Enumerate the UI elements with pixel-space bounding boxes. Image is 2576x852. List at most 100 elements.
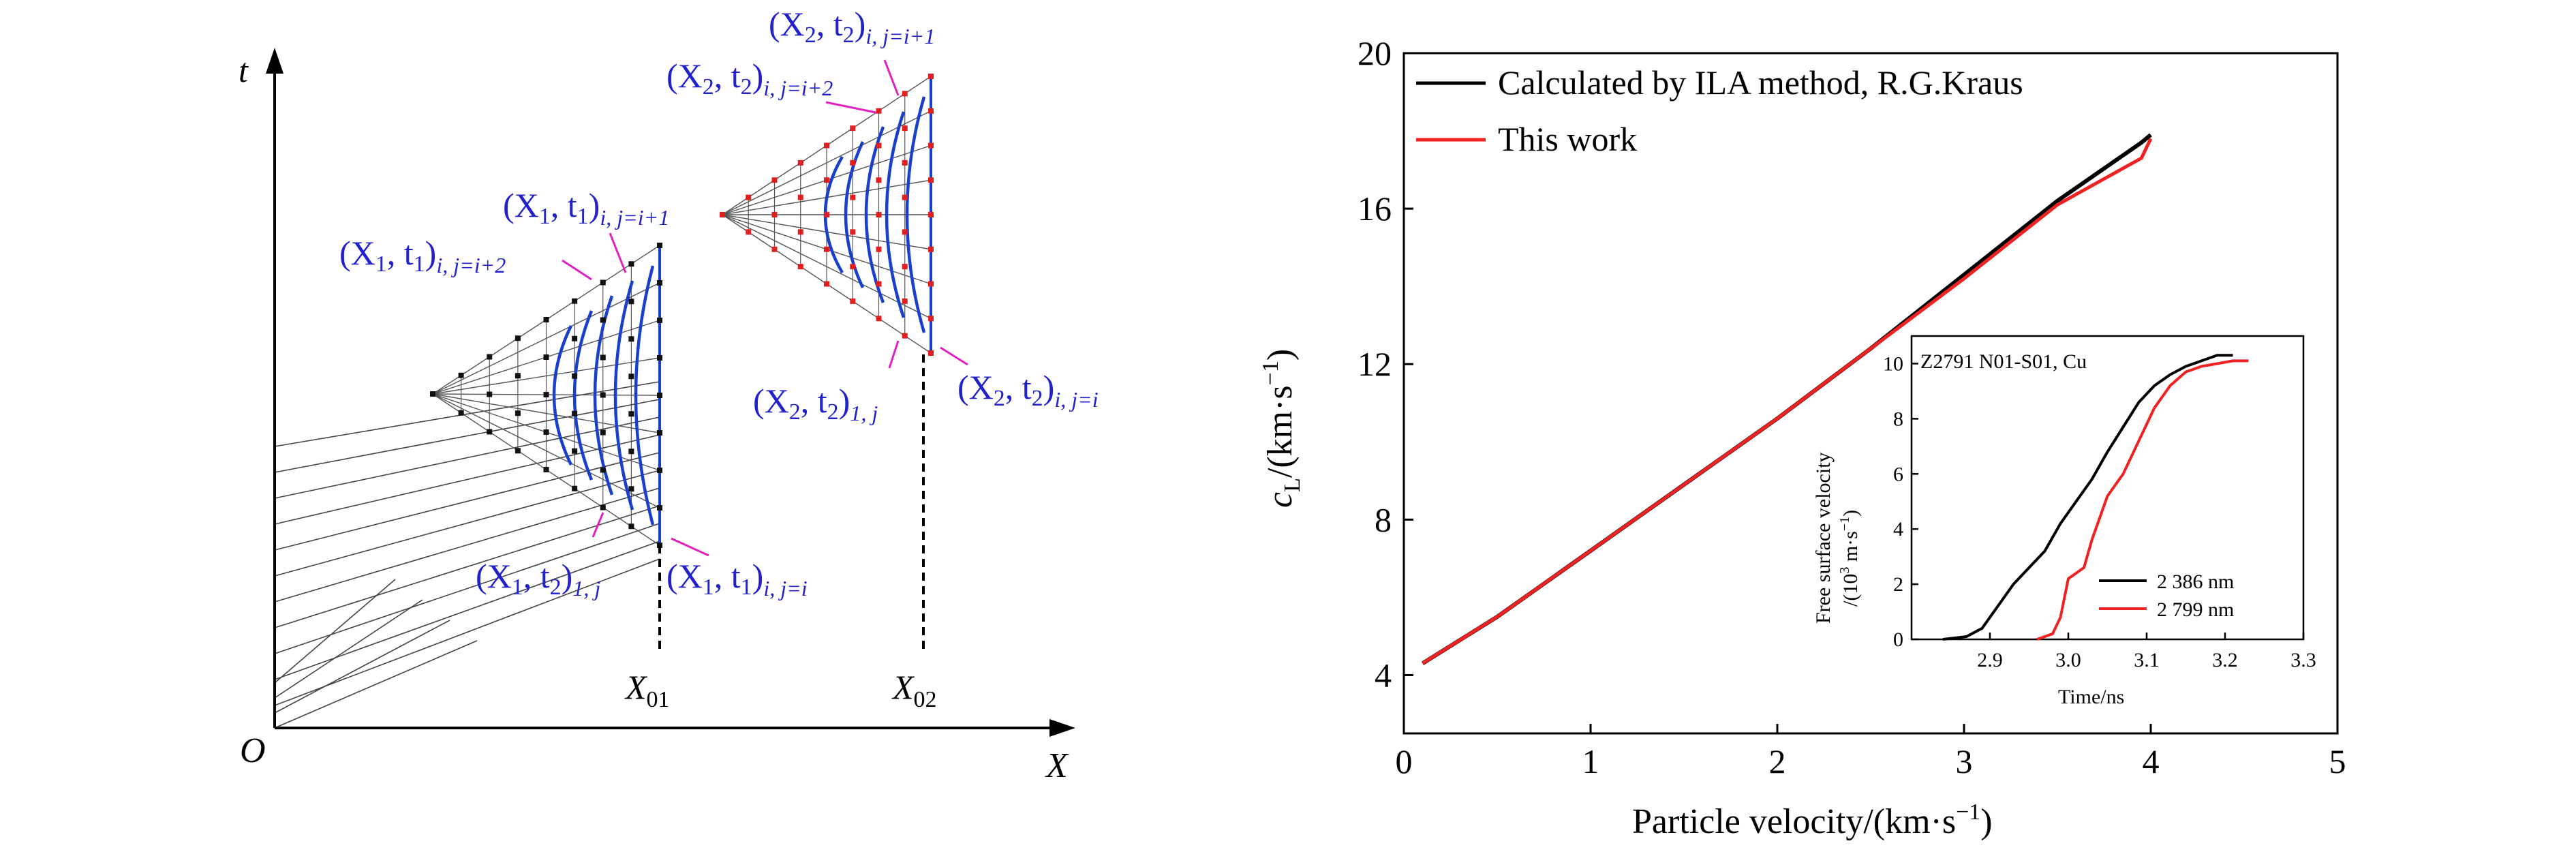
- grid2-node: [720, 212, 725, 217]
- grid1-node: [543, 354, 549, 360]
- inset-ylabel-line1: Free surface velocity: [1812, 452, 1835, 624]
- main-plot-frame: [1402, 52, 2339, 735]
- grid1-node: [572, 373, 578, 379]
- legend-label-kraus: Calculated by ILA method, R.G.Kraus: [1498, 63, 2023, 102]
- inset-series-line-0: [1942, 354, 2233, 641]
- grid1-node: [628, 374, 634, 380]
- grid1-curve: [634, 265, 655, 526]
- inset-xtick-label: 3.0: [2055, 649, 2081, 671]
- grid1-node: [572, 335, 578, 341]
- grid2-node: [824, 281, 829, 287]
- grid2-node: [876, 212, 882, 217]
- inset-xtick-label: 3.3: [2290, 649, 2316, 671]
- x-axis-arrow-icon: [1049, 719, 1075, 737]
- characteristic-line: [274, 470, 660, 577]
- inset-ytick-label: 4: [1893, 518, 1903, 541]
- grid2-node: [771, 177, 778, 183]
- label-x2-ij-i: (X2, t2)i, j=i: [957, 368, 1099, 412]
- grid2-node: [850, 229, 856, 235]
- characteristic-line: [274, 505, 660, 628]
- grid2-node: [928, 350, 934, 356]
- label-x2-1j: (X2, t2)1, j: [753, 382, 878, 425]
- grid1-node: [600, 504, 606, 511]
- grid1-node: [600, 317, 606, 323]
- grid2-node: [797, 264, 803, 270]
- label-x1-1j: (X1, t2)1, j: [476, 557, 600, 600]
- inset-ytick-label: 2: [1893, 573, 1903, 596]
- characteristic-line: [274, 640, 478, 729]
- grid2-node: [850, 125, 856, 132]
- grid2-node: [771, 246, 778, 252]
- grid1-node: [430, 391, 435, 397]
- x-axis-label: X: [1045, 746, 1069, 785]
- grid2-node: [902, 229, 908, 235]
- t-axis-label: t: [239, 51, 249, 89]
- grid1-node: [487, 354, 493, 360]
- grid1-node: [628, 411, 634, 417]
- grid2-node: [850, 194, 856, 200]
- main-ytick-label: 4: [1375, 656, 1392, 694]
- main-ytick-label: 16: [1358, 189, 1392, 228]
- grid1-curve: [552, 325, 573, 466]
- characteristic-line: [274, 541, 660, 680]
- inset-chart: Z2791 N01-S01, Cu 2.9 3.0 3.1 3.2 3.3 0 2 4 6 8 10…: [1812, 333, 2316, 708]
- grid2-node: [928, 108, 934, 114]
- grid2-node: [771, 212, 778, 217]
- grid2-node: [902, 91, 908, 97]
- inset-xtick-label: 3.2: [2212, 649, 2238, 671]
- characteristic-diagram: [274, 59, 968, 729]
- characteristic-line: [274, 434, 660, 525]
- grid2-node: [824, 142, 829, 149]
- grid2-node: [902, 264, 908, 270]
- inset-ytick-label: 8: [1893, 408, 1903, 430]
- grid2-node: [928, 316, 934, 322]
- main-xtick-label: 1: [1582, 742, 1599, 780]
- grid1-node: [543, 467, 549, 472]
- main-xtick-label: 2: [1769, 742, 1786, 780]
- leader-line: [609, 232, 627, 273]
- grid1-node: [600, 392, 606, 398]
- x02-label: X02: [891, 668, 937, 712]
- grid2-node: [876, 177, 882, 183]
- grid1-node: [572, 485, 578, 491]
- grid1-node: [628, 523, 634, 530]
- grid2-node: [797, 159, 803, 166]
- grid2-node: [824, 246, 829, 252]
- main-xlabel: Particle velocity/(km·s−1): [1632, 800, 1993, 841]
- grid1-node: [458, 410, 464, 416]
- grid1-node: [515, 410, 521, 416]
- grid1-node: [600, 467, 606, 473]
- characteristic-line: [274, 487, 660, 603]
- grid1-node: [458, 372, 464, 378]
- characteristic-line: [274, 558, 660, 706]
- grid1-node: [572, 410, 578, 416]
- characteristic-line: [274, 381, 660, 447]
- main-ytick-label: 20: [1358, 34, 1392, 72]
- grid2-node: [876, 142, 882, 149]
- grid1-node: [543, 392, 549, 397]
- grid2-node: [902, 333, 908, 339]
- origin-label: O: [240, 731, 266, 770]
- grid1-node: [543, 429, 549, 435]
- grid1-node: [628, 448, 634, 455]
- grid1-node: [600, 354, 606, 361]
- leader-line: [883, 59, 900, 96]
- label-x2-ij-i2: (X2, t2)i, j=i+2: [666, 57, 833, 100]
- inset-plot-frame: [1910, 335, 2305, 641]
- label-x2-ij-i1: (X2, t2)i, j=i+1: [769, 5, 935, 48]
- grid1-node: [657, 355, 662, 361]
- inset-ytick-label: 0: [1893, 628, 1903, 651]
- grid1-node: [487, 391, 493, 397]
- characteristic-line: [274, 523, 660, 654]
- grid1-curve: [613, 280, 634, 511]
- grid2-node: [876, 316, 882, 322]
- legend-label-this-work: This work: [1498, 120, 1637, 158]
- grid2-node: [928, 246, 934, 252]
- grid1-node: [515, 448, 521, 454]
- main-ytick-label: 8: [1375, 500, 1392, 538]
- grid2-node: [876, 281, 882, 287]
- grid2-node: [902, 194, 908, 200]
- grid1-node: [487, 429, 493, 435]
